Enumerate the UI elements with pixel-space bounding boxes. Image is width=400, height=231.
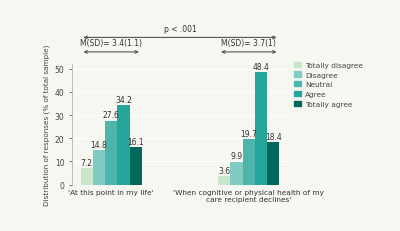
Bar (130, 148, 142, 185)
Bar (218, 176, 230, 185)
Text: 16.1: 16.1 (127, 137, 144, 146)
Text: 7.2: 7.2 (81, 158, 93, 167)
Text: 9.9: 9.9 (230, 152, 243, 161)
Y-axis label: Distribution of responses (% of total sample): Distribution of responses (% of total sa… (44, 44, 50, 205)
Bar (243, 139, 255, 185)
Bar (80, 168, 93, 185)
Text: 14.8: 14.8 (90, 140, 107, 149)
Text: 19.7: 19.7 (240, 129, 257, 138)
Text: 18.4: 18.4 (265, 132, 282, 141)
Text: 27.6: 27.6 (103, 111, 120, 120)
Text: 3.6: 3.6 (218, 166, 230, 175)
Legend: Totally disagree, Disagree, Neutral, Agree, Totally agree: Totally disagree, Disagree, Neutral, Agr… (294, 62, 363, 108)
Text: M(SD)= 3.7(1): M(SD)= 3.7(1) (222, 39, 276, 48)
Text: M(SD)= 3.4(1.1): M(SD)= 3.4(1.1) (80, 39, 142, 48)
Bar (255, 73, 267, 185)
Text: 48.4: 48.4 (253, 63, 270, 72)
Bar (93, 151, 105, 185)
Bar (105, 121, 117, 185)
Bar (267, 142, 280, 185)
Bar (117, 106, 130, 185)
Text: p < .001: p < .001 (164, 24, 196, 33)
Text: 34.2: 34.2 (115, 95, 132, 104)
Bar (230, 162, 243, 185)
